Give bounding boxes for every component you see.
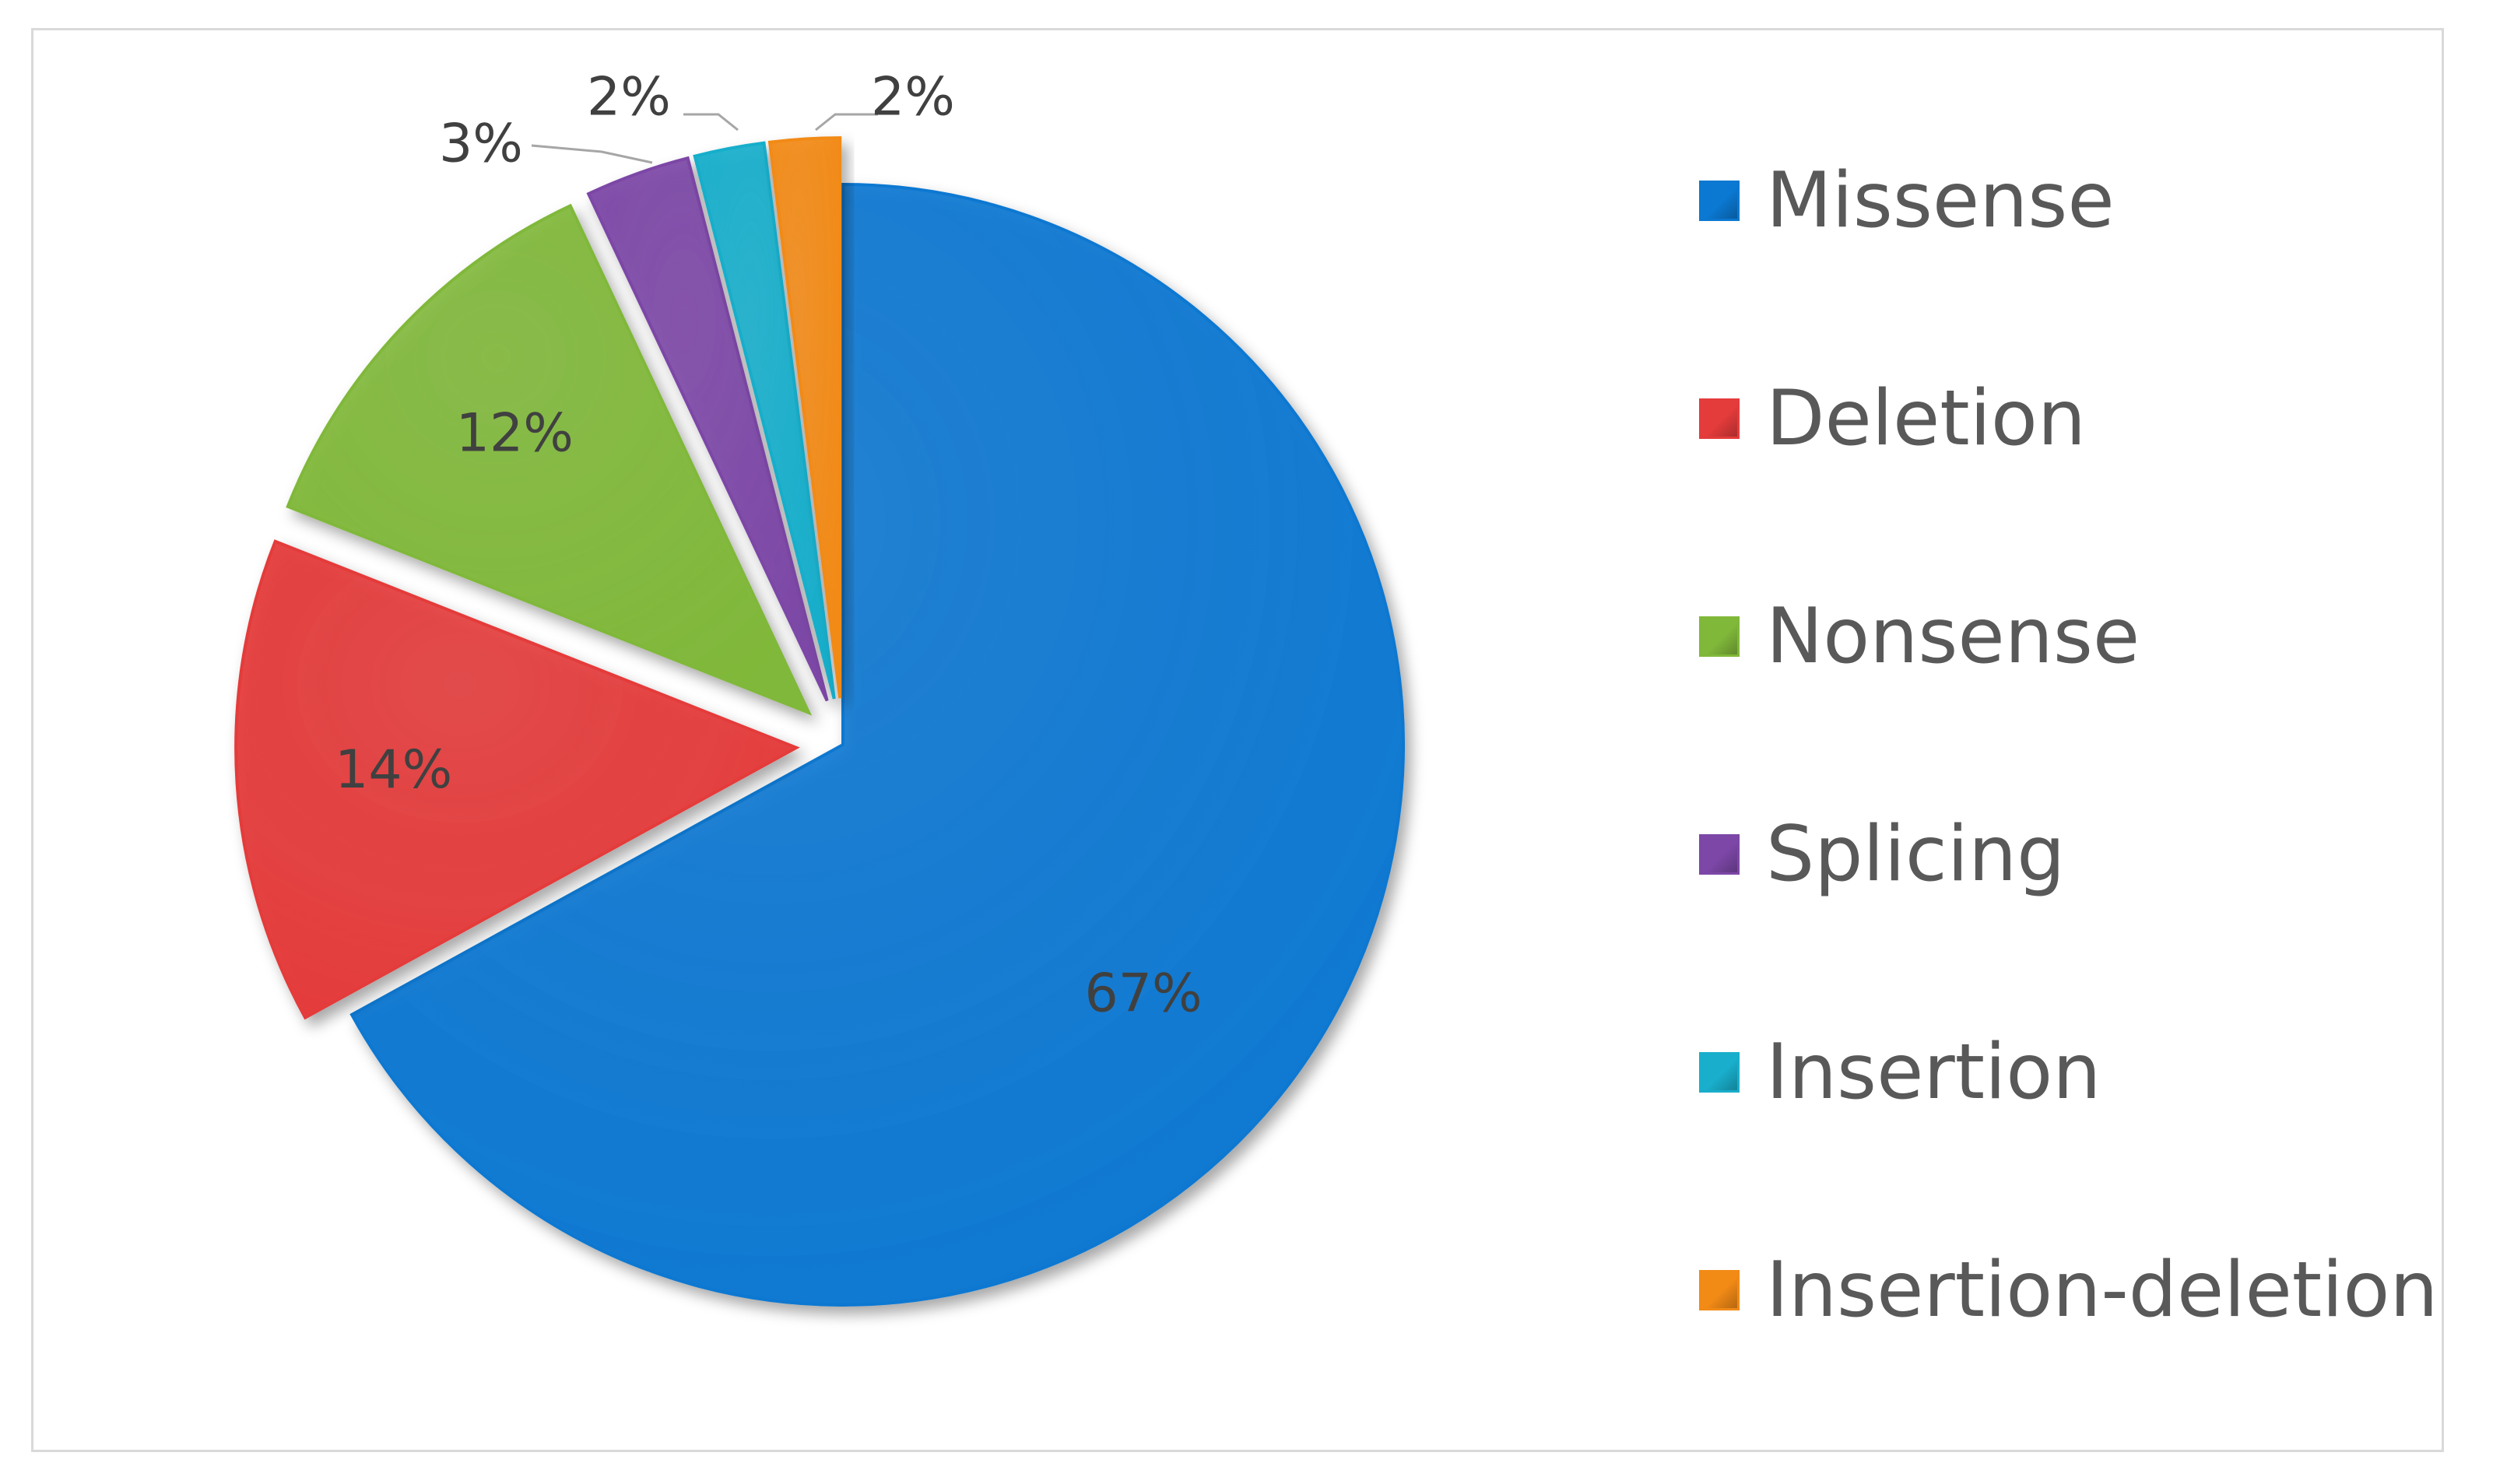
legend-swatch (1699, 616, 1740, 657)
pie-slice-deletion (234, 539, 800, 1020)
pie-slice-nonsense (286, 203, 813, 716)
leader-line (531, 144, 653, 164)
legend-label: Missense (1766, 156, 2115, 245)
legend-item-missense: Missense (1699, 163, 2115, 239)
legend-swatch (1699, 181, 1740, 221)
legend-item-deletion: Deletion (1699, 381, 2086, 457)
leader-line (815, 113, 878, 132)
pie-chart: 67% 14% 12% 3% 2% 2% (234, 67, 1405, 1307)
pie-slice-insertion-deletion (767, 136, 842, 699)
legend-label: Deletion (1766, 374, 2086, 463)
legend-label: Nonsense (1766, 592, 2140, 681)
chart-frame: 67% 14% 12% 3% 2% 2% Missense Deletion Nonsense… (31, 28, 2444, 1452)
slice-label-deletion: 14% (335, 739, 452, 801)
legend-item-insertion: Insertion (1699, 1034, 2101, 1110)
legend-swatch (1699, 398, 1740, 439)
legend-swatch (1699, 834, 1740, 875)
legend-item-splicing: Splicing (1699, 816, 2065, 893)
legend-label: Insertion-deletion (1766, 1246, 2439, 1335)
slice-label-insertion-deletion: 2% (871, 67, 955, 128)
legend-item-nonsense: Nonsense (1699, 598, 2140, 675)
legend-label: Insertion (1766, 1028, 2101, 1117)
legend-label: Splicing (1766, 810, 2066, 899)
pie-slice-missense (349, 182, 1405, 1307)
leader-line (683, 113, 739, 132)
slice-label-missense: 67% (1085, 963, 1203, 1025)
slice-label-nonsense: 12% (456, 403, 574, 465)
pie-slice-splicing (586, 156, 829, 702)
legend-swatch (1699, 1052, 1740, 1093)
slice-label-splicing: 3% (439, 114, 523, 175)
pie-slice-insertion (693, 141, 836, 700)
legend-swatch (1699, 1270, 1740, 1310)
slice-label-insertion: 2% (587, 67, 671, 128)
legend-item-insertion-deletion: Insertion-deletion (1699, 1252, 2438, 1328)
